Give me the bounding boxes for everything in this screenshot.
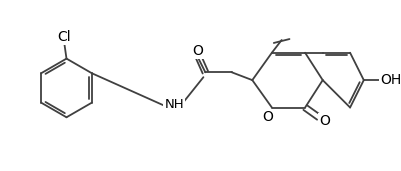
Text: O: O — [263, 110, 273, 124]
Text: O: O — [319, 114, 330, 128]
Text: Cl: Cl — [58, 30, 71, 44]
Text: NH: NH — [164, 98, 184, 111]
Text: OH: OH — [381, 73, 401, 87]
Text: O: O — [192, 44, 203, 58]
